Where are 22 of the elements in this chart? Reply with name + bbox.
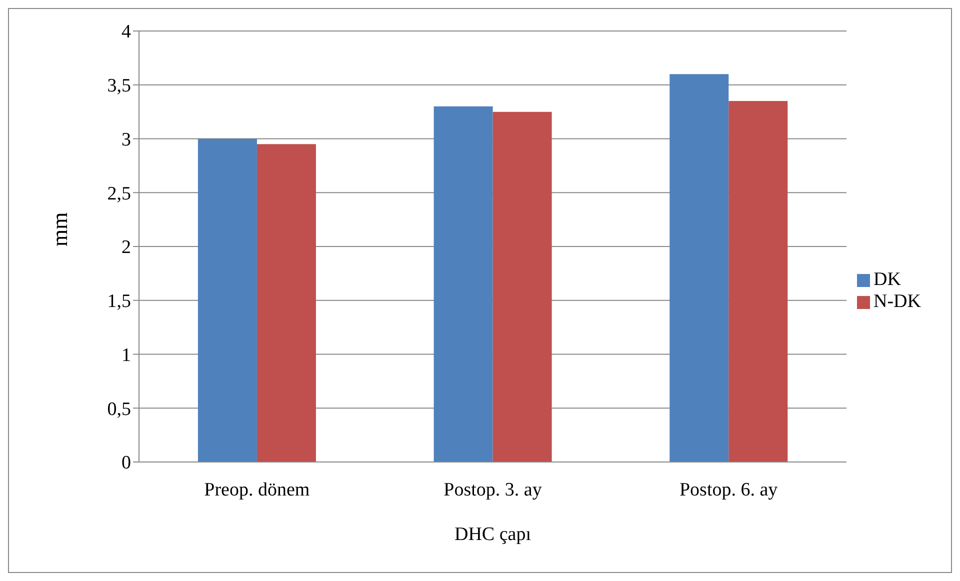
y-tick-label: 0 xyxy=(122,452,131,474)
bar xyxy=(434,106,493,462)
y-tick-label: 3,5 xyxy=(107,76,131,97)
bar xyxy=(492,112,552,462)
y-tick-label: 1,5 xyxy=(107,291,131,312)
y-tick-label: 2,5 xyxy=(107,183,131,204)
bar xyxy=(670,74,729,462)
legend-label: N-DK xyxy=(874,290,921,312)
x-tick-label: Postop. 6. ay xyxy=(679,479,778,500)
y-axis-title: mm xyxy=(46,212,72,246)
y-tick-label: 3 xyxy=(122,129,131,150)
bar xyxy=(728,101,788,462)
x-tick-label: Postop. 3. ay xyxy=(444,479,542,500)
y-tick-label: 1 xyxy=(122,344,131,366)
y-tick-label: 4 xyxy=(122,22,132,43)
y-tick-label: 0,5 xyxy=(107,398,131,420)
x-tick-label: Preop. dönem xyxy=(204,479,310,500)
legend-label: DK xyxy=(874,268,901,290)
bar xyxy=(198,138,257,462)
bar xyxy=(256,144,316,462)
y-tick-label: 2 xyxy=(122,237,131,258)
x-axis-title: DHC çapı xyxy=(454,524,532,545)
